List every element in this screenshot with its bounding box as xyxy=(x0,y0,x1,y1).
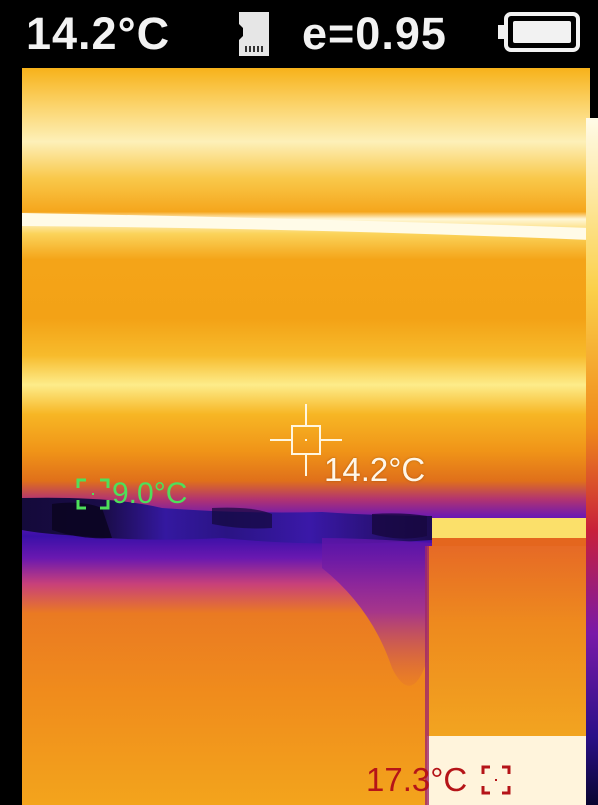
image-border xyxy=(0,68,22,805)
center-temperature-label: 14.2°C xyxy=(324,451,426,488)
cold-spot-marker-icon xyxy=(76,478,110,510)
cold-spot-temperature-label: 9.0°C xyxy=(112,477,188,510)
battery-full-icon xyxy=(498,12,580,52)
status-bar: 14.2°C e=0.95 xyxy=(0,0,598,68)
center-crosshair-icon xyxy=(270,404,342,476)
temperature-scale-bar xyxy=(586,118,598,805)
sd-card-icon xyxy=(239,12,269,56)
hot-spot-temperature-label: 17.3°C xyxy=(366,761,468,798)
thermal-image xyxy=(22,68,590,805)
hot-spot-marker-icon xyxy=(481,765,511,795)
center-temperature-readout: 14.2°C xyxy=(26,8,171,59)
emissivity-readout: e=0.95 xyxy=(302,8,447,59)
thermal-image-view xyxy=(22,68,590,805)
